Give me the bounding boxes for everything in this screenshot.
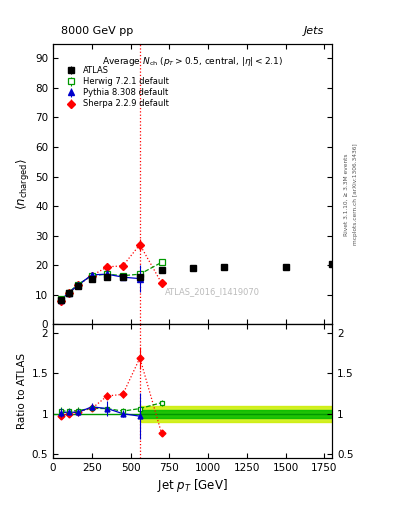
Text: Average $N_{\rm ch}$ ($p_T>0.5$, central, $|\eta| < 2.1$): Average $N_{\rm ch}$ ($p_T>0.5$, central…: [102, 55, 283, 68]
Text: Rivet 3.1.10, ≥ 3.3M events: Rivet 3.1.10, ≥ 3.3M events: [343, 153, 348, 236]
Legend: ATLAS, Herwig 7.2.1 default, Pythia 8.308 default, Sherpa 2.2.9 default: ATLAS, Herwig 7.2.1 default, Pythia 8.30…: [60, 65, 171, 110]
Text: ATLAS_2016_I1419070: ATLAS_2016_I1419070: [165, 287, 260, 296]
Y-axis label: $\langle n_{\mathrm{charged}} \rangle$: $\langle n_{\mathrm{charged}} \rangle$: [14, 158, 31, 210]
X-axis label: Jet $p_T$ [GeV]: Jet $p_T$ [GeV]: [157, 477, 228, 494]
Text: Jets: Jets: [303, 27, 324, 36]
Text: 8000 GeV pp: 8000 GeV pp: [61, 27, 134, 36]
Y-axis label: Ratio to ATLAS: Ratio to ATLAS: [17, 353, 28, 430]
Text: mcplots.cern.ch [arXiv:1306.3436]: mcplots.cern.ch [arXiv:1306.3436]: [353, 144, 358, 245]
